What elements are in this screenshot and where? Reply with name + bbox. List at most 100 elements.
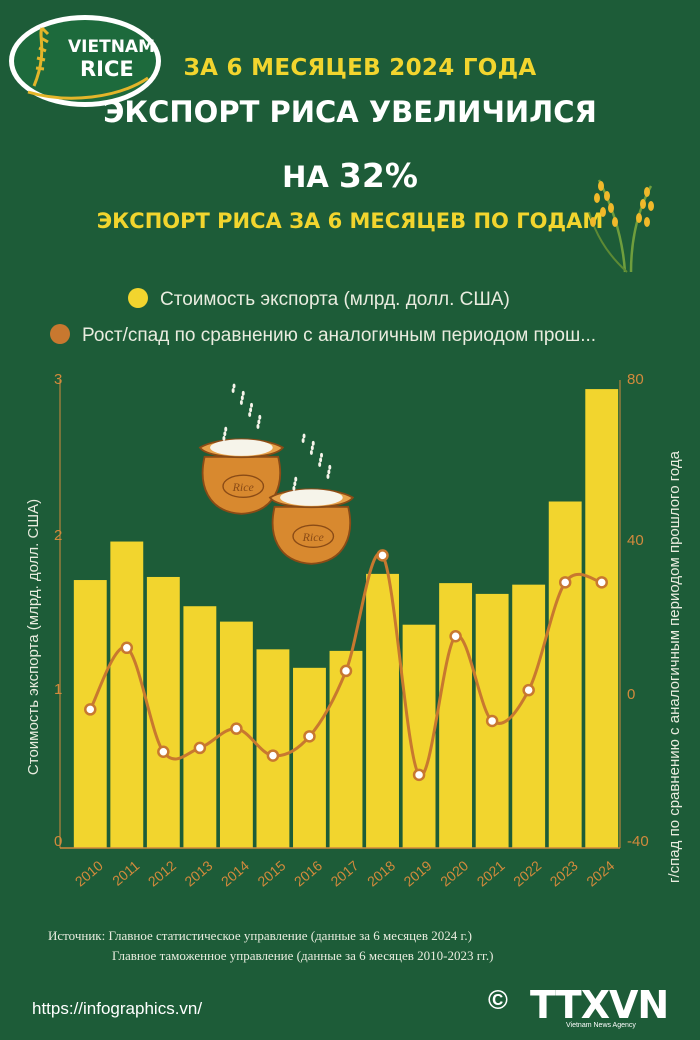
bar-2023 — [548, 501, 582, 848]
source-line1: Источник: Главное статистическое управле… — [48, 928, 472, 943]
site-link[interactable]: https://infographics.vn/ — [32, 999, 203, 1018]
right-tick-label: 0 — [627, 686, 635, 703]
bag-label-oval — [292, 524, 335, 548]
rice-stalk-icon — [588, 179, 654, 273]
growth-point-2017 — [339, 664, 353, 678]
growth-point-2016 — [303, 730, 316, 743]
rice-grain — [301, 438, 305, 443]
legend-item-growth: Рост/спад по сравнению с аналогичным пер… — [0, 324, 700, 347]
growth-point-2020 — [449, 630, 462, 643]
rice-grain — [222, 436, 226, 441]
bag-body — [271, 505, 352, 565]
x-tick-label: 2014 — [218, 857, 252, 889]
growth-point-2019 — [412, 768, 426, 782]
x-tick-label: 2019 — [401, 857, 435, 889]
growth-point-2023 — [558, 576, 572, 589]
chart-title: ЭКСПОРТ РИСА ЗА 6 МЕСЯЦЕВ ПО ГОДАМ — [96, 209, 604, 233]
rice-grain — [319, 457, 323, 463]
header-growth-value: 32% — [338, 156, 418, 195]
rice-grain — [224, 426, 228, 432]
growth-point-2022 — [522, 683, 535, 697]
rice-grain — [318, 462, 322, 467]
x-tick-label: 2016 — [291, 857, 325, 889]
x-tick-label: 2018 — [364, 857, 398, 889]
x-tick-label: 2023 — [547, 857, 581, 889]
growth-point-2018 — [376, 549, 389, 562]
header-line3: НА 32% — [0, 156, 700, 195]
bar-2011 — [110, 541, 144, 848]
rice-grain — [257, 419, 261, 425]
left-tick-label: 2 — [54, 527, 62, 544]
bag-label: Rice — [302, 530, 325, 544]
rice-grain — [239, 400, 243, 405]
copyright-symbol: © — [488, 985, 508, 1015]
bag-rice — [210, 439, 273, 456]
x-tick-label: 2020 — [437, 857, 471, 889]
rice-grain — [240, 395, 244, 401]
growth-point-2024 — [595, 576, 608, 589]
rice-grain — [248, 412, 252, 417]
x-tick-label: 2011 — [109, 857, 143, 889]
bag-rice — [280, 489, 343, 506]
rice-grain — [310, 445, 314, 451]
rice-grain — [241, 390, 245, 396]
right-tick-label: 40 — [627, 532, 644, 549]
rice-grain — [231, 388, 235, 393]
header-line1: ЗА 6 МЕСЯЦЕВ 2024 ГОДА — [183, 55, 537, 81]
x-tick-label: 2017 — [327, 857, 361, 889]
legend-bar-swatch — [128, 288, 148, 308]
rice-grain — [258, 414, 262, 420]
rice-grain — [250, 402, 253, 408]
x-tick-label: 2015 — [254, 857, 288, 889]
right-tick-label: 80 — [627, 371, 644, 388]
growth-point-2013 — [193, 741, 207, 755]
x-tick-label: 2022 — [510, 857, 544, 889]
left-tick-label: 3 — [54, 371, 62, 388]
header-line3-prefix: НА — [282, 160, 329, 194]
vietnam-rice-logo: VIETNAM RICE — [9, 15, 161, 107]
ttxvn-logo: TTXVN — [530, 983, 669, 1027]
bag-label-oval — [222, 474, 265, 498]
growth-point-2010 — [84, 703, 97, 716]
right-tick-label: -40 — [627, 833, 649, 850]
bar-2019 — [402, 624, 436, 848]
rice-grain — [293, 481, 297, 487]
rice-grain — [311, 440, 315, 446]
growth-point-2015 — [266, 749, 280, 762]
header-line2: ЭКСПОРТ РИСА УВЕЛИЧИЛСЯ — [103, 95, 597, 129]
x-tick-label: 2013 — [181, 857, 215, 889]
rice-grain — [292, 486, 296, 491]
logo-line2: RICE — [80, 57, 134, 81]
rice-grain — [232, 383, 236, 389]
export-chart: 0 1 2 3 -40 0 40 80 2010 2011 2012 2013 2014 2015 2016… — [25, 371, 683, 890]
rice-bag-icon: Rice — [268, 433, 355, 565]
bag-label: Rice — [232, 480, 255, 494]
rice-grain — [302, 433, 306, 439]
y2-axis-title: г/спад по сравнению с аналогичным период… — [666, 450, 683, 883]
legend-line-swatch — [50, 324, 70, 344]
bar-2017 — [329, 650, 363, 848]
bar-2018 — [366, 573, 399, 848]
growth-point-2014 — [230, 722, 243, 735]
bar-2016 — [293, 667, 326, 848]
legend-label-export-value: Стоимость экспорта (млрд. долл. США) — [160, 289, 510, 310]
growth-line — [88, 551, 603, 777]
left-tick-label: 1 — [54, 681, 62, 698]
rice-grain — [249, 407, 253, 413]
rice-bag-icon: Rice — [198, 383, 285, 515]
rice-grain — [294, 476, 298, 482]
x-tick-label: 2021 — [474, 857, 508, 889]
bag-body — [201, 455, 282, 515]
x-tick-label: 2010 — [72, 857, 106, 889]
legend-label-growth: Рост/спад по сравнению с аналогичным пер… — [82, 325, 597, 346]
rice-bags-illustration: Rice Rice — [198, 383, 355, 565]
y-axis-title: Стоимость экспорта (млрд. долл. США) — [25, 499, 42, 775]
legend-item-export-value: Стоимость экспорта (млрд. долл. США) — [0, 288, 700, 311]
growth-point-2021 — [485, 714, 499, 728]
rice-grain — [326, 474, 330, 479]
left-tick-label: 0 — [54, 833, 62, 850]
growth-point-2011 — [120, 641, 134, 655]
rice-grain — [328, 464, 332, 470]
x-tick-label: 2012 — [145, 857, 179, 889]
rice-grain — [256, 424, 260, 429]
